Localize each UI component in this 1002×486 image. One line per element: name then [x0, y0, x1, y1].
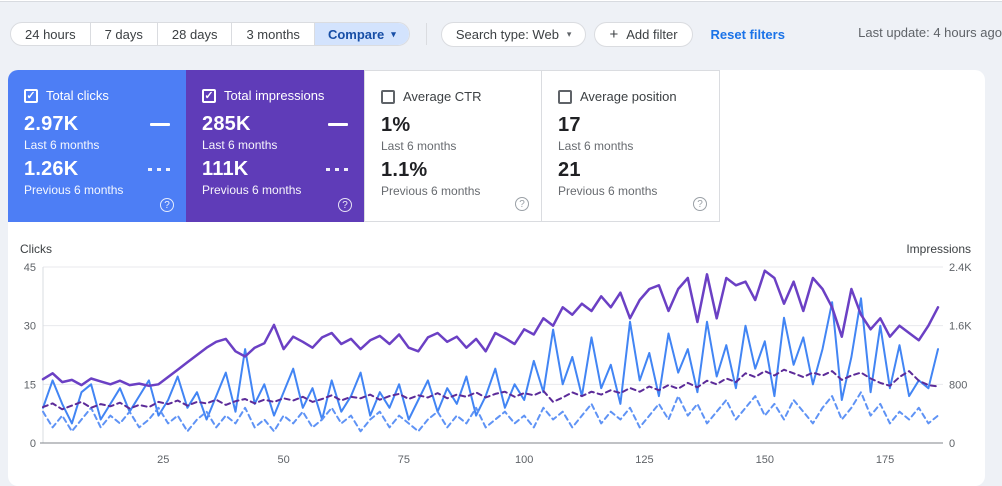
previous-period: Previous 6 months: [381, 184, 481, 198]
svg-text:100: 100: [515, 454, 533, 466]
svg-text:125: 125: [635, 454, 653, 466]
total-impressions-card[interactable]: ✓ Total impressions 285K Last 6 months 1…: [186, 70, 364, 222]
current-period: Last 6 months: [558, 139, 634, 153]
svg-text:50: 50: [277, 454, 289, 466]
svg-text:800: 800: [949, 379, 967, 391]
solid-line-indicator-icon: [328, 123, 348, 126]
left-axis-title: Clicks: [20, 242, 52, 256]
toolbar-divider: [425, 23, 427, 45]
svg-text:25: 25: [157, 454, 169, 466]
date-range-3-months[interactable]: 3 months: [231, 23, 313, 45]
help-icon[interactable]: ?: [338, 198, 352, 212]
svg-text:30: 30: [24, 321, 36, 333]
current-period: Last 6 months: [381, 139, 457, 153]
previous-period: Previous 6 months: [558, 184, 658, 198]
dashed-line-indicator-icon: [148, 168, 172, 171]
card-label: Average position: [580, 89, 677, 104]
average-position-card[interactable]: Average position 17 Last 6 months 21 Pre…: [542, 70, 720, 222]
compare-label: Compare: [327, 26, 385, 42]
total-clicks-card[interactable]: ✓ Total clicks 2.97K Last 6 months 1.26K…: [8, 70, 186, 222]
date-range-24-hours[interactable]: 24 hours: [25, 26, 76, 42]
previous-value: 111K: [202, 158, 249, 180]
average-ctr-card[interactable]: Average CTR 1% Last 6 months 1.1% Previo…: [364, 70, 542, 222]
svg-text:15: 15: [24, 379, 36, 391]
performance-panel: ✓ Total clicks 2.97K Last 6 months 1.26K…: [8, 70, 985, 486]
chevron-down-icon: ▾: [391, 28, 396, 39]
solid-line-indicator-icon: [150, 123, 170, 126]
svg-text:2.4K: 2.4K: [949, 262, 972, 274]
search-type-label: Search type: Web: [455, 26, 559, 42]
chart-region: Clicks Impressions 45 30 15 0 2.4K 1.6K 800 0 25…: [8, 222, 985, 486]
card-label: Average CTR: [403, 89, 482, 104]
current-value: 1%: [381, 114, 411, 136]
dashed-line-indicator-icon: [326, 168, 350, 171]
svg-text:45: 45: [24, 262, 36, 274]
svg-text:150: 150: [756, 454, 774, 466]
svg-text:175: 175: [876, 454, 894, 466]
svg-text:75: 75: [398, 454, 410, 466]
previous-value: 1.26K: [24, 158, 79, 180]
date-range-group: 24 hours 7 days 28 days 3 months Compare…: [10, 22, 410, 46]
last-update-text: Last update: 4 hours ago: [858, 25, 1002, 40]
compare-dropdown[interactable]: Compare ▾: [313, 23, 409, 45]
previous-period: Previous 6 months: [202, 183, 302, 197]
search-type-dropdown[interactable]: Search type: Web ▾: [440, 21, 587, 47]
card-label: Total clicks: [46, 88, 109, 103]
plus-icon: +: [609, 25, 619, 43]
chevron-down-icon: ▾: [566, 28, 572, 39]
add-filter-button[interactable]: + Add filter: [594, 21, 693, 47]
help-icon[interactable]: ?: [693, 197, 707, 211]
checkbox-unchecked-icon[interactable]: [381, 89, 395, 104]
metric-cards-row: ✓ Total clicks 2.97K Last 6 months 1.26K…: [8, 70, 985, 222]
previous-value: 1.1%: [381, 159, 428, 181]
date-range-7-days[interactable]: 7 days: [89, 23, 157, 45]
top-border: [0, 0, 1002, 2]
svg-text:0: 0: [30, 438, 36, 450]
previous-value: 21: [558, 159, 581, 181]
add-filter-label: Add filter: [626, 26, 678, 42]
date-range-28-days[interactable]: 28 days: [156, 23, 232, 45]
previous-period: Previous 6 months: [24, 183, 124, 197]
current-period: Last 6 months: [24, 138, 100, 152]
checkbox-unchecked-icon[interactable]: [558, 89, 572, 104]
current-value: 17: [558, 114, 581, 136]
help-icon[interactable]: ?: [160, 198, 174, 212]
right-axis-title: Impressions: [906, 242, 971, 256]
filter-toolbar: 24 hours 7 days 28 days 3 months Compare…: [10, 21, 1002, 47]
svg-text:1.6K: 1.6K: [949, 321, 972, 333]
reset-filters-link[interactable]: Reset filters: [710, 26, 785, 42]
help-icon[interactable]: ?: [515, 197, 529, 211]
checkbox-checked-icon[interactable]: ✓: [24, 88, 38, 103]
card-label: Total impressions: [224, 88, 325, 103]
current-period: Last 6 months: [202, 138, 278, 152]
svg-text:0: 0: [949, 438, 955, 450]
checkbox-checked-icon[interactable]: ✓: [202, 88, 216, 103]
current-value: 2.97K: [24, 113, 79, 135]
current-value: 285K: [202, 113, 251, 135]
